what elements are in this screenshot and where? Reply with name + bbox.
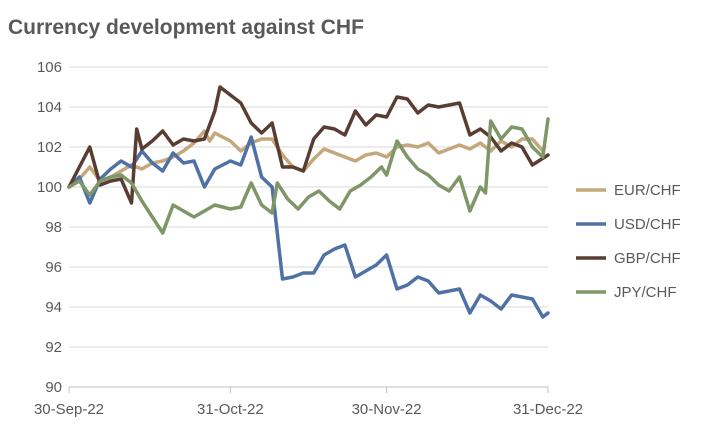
axis-layer: 90 92 94 96 98 100 102 104 106 30-Sep-22 31-Oct-22… — [34, 59, 583, 418]
legend-label: EUR/CHF — [614, 182, 681, 199]
y-tick-label: 96 — [45, 259, 62, 276]
y-tick-label: 90 — [45, 379, 62, 396]
legend-label: JPY/CHF — [614, 284, 677, 301]
y-tick-label: 104 — [37, 99, 62, 116]
y-tick-label: 102 — [37, 139, 62, 156]
y-tick-label: 92 — [45, 339, 62, 356]
series-layer — [67, 85, 550, 319]
y-tick-label: 98 — [45, 219, 62, 236]
x-tick-label: 30-Sep-22 — [34, 401, 104, 418]
y-tick-label: 100 — [37, 179, 62, 196]
chart-title: Currency development against CHF — [8, 16, 364, 39]
legend: EUR/CHF USD/CHF GBP/CHF JPY/CHF — [576, 182, 681, 301]
legend-label: GBP/CHF — [614, 250, 681, 267]
series-line-gbp-chf — [67, 85, 550, 205]
grid-layer — [69, 66, 548, 348]
legend-label: USD/CHF — [614, 216, 681, 233]
x-tick-label: 30-Nov-22 — [352, 401, 422, 418]
x-tick-label: 31-Dec-22 — [513, 401, 583, 418]
series-line-usd-chf — [67, 135, 550, 319]
x-tick-label: 31-Oct-22 — [197, 401, 264, 418]
y-tick-label: 106 — [37, 59, 62, 76]
y-tick-label: 94 — [45, 299, 62, 316]
series-line-jpy-chf — [67, 117, 550, 235]
